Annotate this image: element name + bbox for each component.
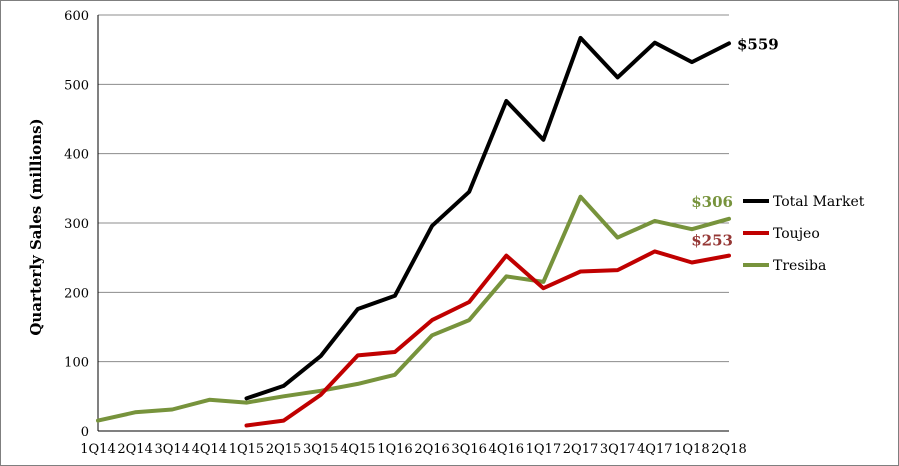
x-tick-label: 3Q15 <box>303 442 338 457</box>
legend-label: Toujeo <box>773 226 820 242</box>
y-axis-label: Quarterly Sales (millions) <box>27 118 45 335</box>
x-tick-label: 4Q14 <box>192 442 227 457</box>
y-tick-labels: 0 100 200 300 400 500 600 <box>64 9 89 440</box>
x-tick-label: 1Q16 <box>377 442 412 457</box>
y-tick-label: 600 <box>64 9 89 24</box>
x-tick-label: 4Q17 <box>637 442 672 457</box>
x-tick-label: 2Q15 <box>266 442 301 457</box>
y-tick-label: 400 <box>64 148 89 163</box>
end-label-tresiba: $306 <box>691 193 733 211</box>
x-tick-label: 1Q14 <box>80 442 115 457</box>
x-tick-label: 3Q16 <box>451 442 486 457</box>
y-tick-label: 500 <box>64 78 89 93</box>
x-tick-label: 4Q15 <box>340 442 375 457</box>
legend: Total Market Toujeo Tresiba <box>743 194 865 274</box>
x-tick-label: 2Q14 <box>117 442 152 457</box>
x-tick-label: 3Q14 <box>154 442 189 457</box>
x-tick-label: 1Q15 <box>229 442 264 457</box>
x-tick-label: 1Q17 <box>526 442 561 457</box>
x-tick-label: 2Q17 <box>563 442 598 457</box>
x-tick-label: 2Q18 <box>711 442 746 457</box>
legend-label: Total Market <box>773 194 865 210</box>
series-lines <box>96 35 731 428</box>
y-tick-label: 100 <box>64 356 89 371</box>
series-line-toujeo <box>244 249 731 428</box>
x-tick-label: 1Q18 <box>674 442 709 457</box>
end-labels: $559 $253 $306 <box>691 35 779 249</box>
x-tick-label: 3Q17 <box>600 442 635 457</box>
legend-label: Tresiba <box>773 258 826 274</box>
y-tick-label: 300 <box>64 217 89 232</box>
series-line-tresiba <box>96 194 731 423</box>
grid-lines <box>97 14 729 432</box>
x-tick-label: 4Q16 <box>489 442 524 457</box>
y-tick-label: 200 <box>64 286 89 301</box>
end-label-total-market: $559 <box>737 35 779 53</box>
series-line-total-market <box>244 35 731 401</box>
x-tick-labels: 1Q14 2Q14 3Q14 4Q14 1Q15 2Q15 3Q15 4Q15 1Q16 2Q16… <box>80 442 746 457</box>
y-tick-label: 0 <box>81 425 89 440</box>
end-label-toujeo: $253 <box>691 232 733 250</box>
x-tick-label: 2Q16 <box>414 442 449 457</box>
